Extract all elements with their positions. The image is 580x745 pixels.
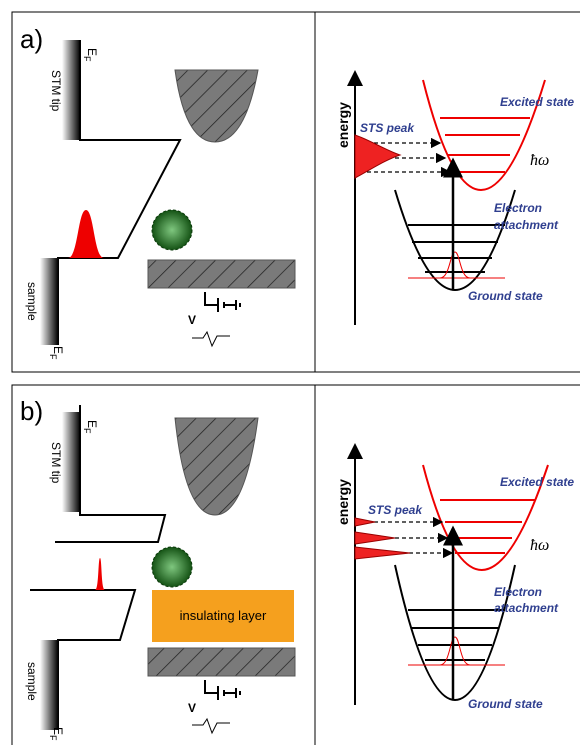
ground-label: Ground state (468, 697, 543, 711)
voltage: V (188, 313, 196, 327)
fermi: EF (48, 346, 65, 360)
figure: a) EF STM tip sample EF V energy Excited… (0, 0, 580, 745)
tip (175, 70, 258, 142)
circuit (205, 680, 240, 700)
frame (12, 12, 580, 372)
panel-label: a) (20, 24, 43, 54)
fermi: EF (82, 48, 99, 62)
symbol: E (85, 420, 99, 428)
wavefunction (440, 252, 470, 278)
symbol: E (85, 48, 99, 56)
panel-b: b) EF STM tip sample EF insulating layer… (12, 385, 580, 745)
wave (192, 332, 230, 346)
energy-label: energy (335, 102, 351, 148)
peak (68, 210, 104, 258)
attachment-label: attachment (494, 218, 559, 232)
tip (175, 418, 258, 515)
symbol: E (51, 346, 65, 354)
insulating-label: insulating layer (180, 608, 267, 623)
subscript: F (48, 354, 58, 360)
wave (192, 719, 230, 733)
symbol: E (51, 727, 65, 735)
hbar-omega: ħω (530, 537, 549, 554)
ground-levels (408, 225, 505, 272)
fermi: EF (82, 420, 99, 434)
subscript: F (82, 428, 92, 434)
subscript: F (48, 735, 58, 741)
molecule (152, 547, 192, 587)
panel-label: b) (20, 396, 43, 426)
energy-label: energy (335, 479, 351, 525)
peak (95, 558, 105, 590)
attachment-label: Electron (494, 201, 542, 215)
molecule (152, 210, 192, 250)
ground-label: Ground state (468, 289, 543, 303)
tip-label: STM tip (49, 70, 63, 112)
sts-peak-shape (355, 518, 410, 559)
sample-bar (40, 640, 58, 730)
voltage: V (188, 701, 196, 715)
subscript: F (82, 56, 92, 62)
sample-label: sample (25, 282, 39, 321)
substrate (148, 648, 295, 676)
substrate (148, 260, 295, 288)
circuit (205, 292, 240, 312)
sts-label: STS peak (360, 121, 415, 135)
tip-label: STM tip (49, 442, 63, 484)
sample-label: sample (25, 662, 39, 701)
tip-bar (62, 40, 80, 140)
tip-bar (62, 412, 80, 512)
excited-label: Excited state (500, 475, 574, 489)
hbar-omega: ħω (530, 152, 549, 169)
sts-label: STS peak (368, 503, 423, 517)
attachment-label: Electron (494, 585, 542, 599)
sample-bar (40, 258, 58, 345)
panel-a: a) EF STM tip sample EF V energy Excited… (12, 12, 580, 372)
excited-label: Excited state (500, 95, 574, 109)
attachment-label: attachment (494, 601, 559, 615)
